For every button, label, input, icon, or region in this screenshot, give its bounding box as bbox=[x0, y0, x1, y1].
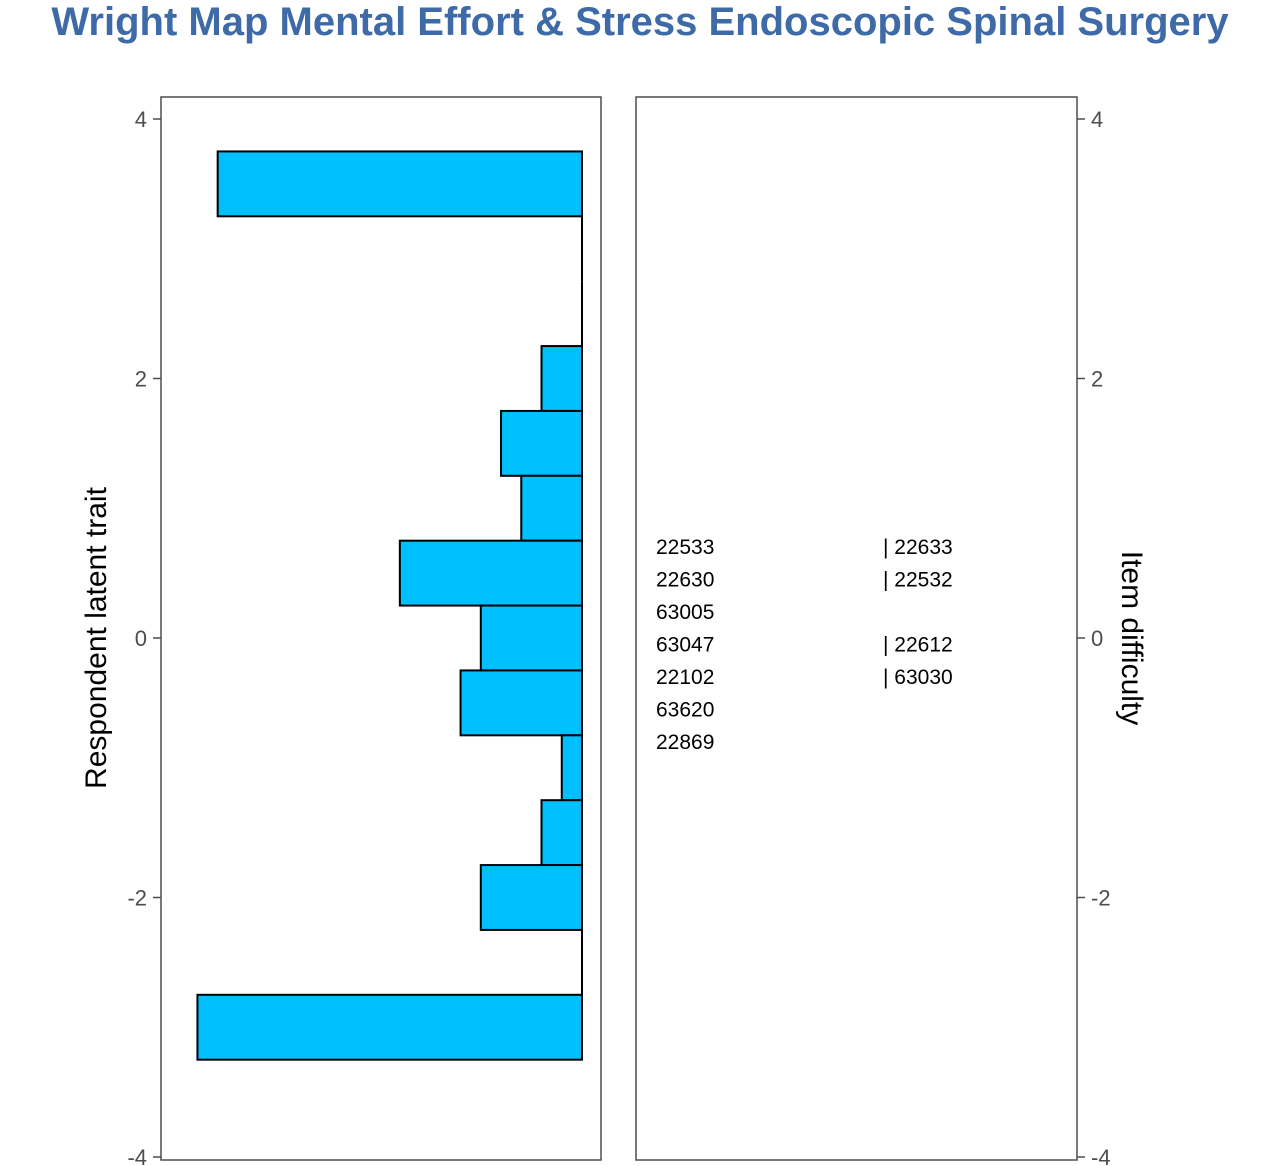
respondent-histogram-panel: -4 -2 0 2 4 Respondent latent trait bbox=[80, 96, 602, 1166]
histogram-bar bbox=[479, 604, 583, 672]
item-label: 63047 bbox=[656, 633, 714, 656]
y-axis-title-left: Respondent latent trait bbox=[80, 486, 113, 789]
y-tick-label: -2 bbox=[1091, 886, 1111, 911]
item-label: | 22612 bbox=[883, 633, 953, 656]
item-label: 22533 bbox=[656, 536, 714, 559]
y-tick-label: 4 bbox=[135, 107, 147, 132]
item-label: 22102 bbox=[656, 666, 714, 689]
item-label: 22630 bbox=[656, 569, 714, 592]
histogram-bar bbox=[196, 993, 584, 1061]
item-label: 63005 bbox=[656, 601, 714, 624]
histogram-bar bbox=[216, 150, 584, 218]
y-tick-label: 0 bbox=[1091, 626, 1103, 651]
y-tick-label: 0 bbox=[135, 626, 147, 651]
item-label: | 22633 bbox=[883, 536, 953, 559]
histogram-bar bbox=[520, 474, 584, 542]
item-difficulty-panel: 22533 22630 63005 63047 22102 63620 22869 | 226… bbox=[635, 96, 1148, 1166]
histogram-bar bbox=[500, 409, 583, 477]
histogram-bar bbox=[398, 539, 584, 607]
item-label: 22869 bbox=[656, 731, 714, 754]
chart-title: Wright Map Mental Effort & Stress Endosc… bbox=[51, 0, 1229, 44]
histogram-bar bbox=[540, 799, 583, 867]
y-tick-label: 2 bbox=[1091, 367, 1103, 392]
y-tick-label: -2 bbox=[127, 886, 147, 911]
item-label: | 22532 bbox=[883, 569, 953, 592]
y-tick-label: -4 bbox=[127, 1145, 147, 1166]
y-axis-title-right: Item difficulty bbox=[1115, 551, 1148, 726]
right-panel-border bbox=[635, 96, 1078, 1161]
y-tick-label: -4 bbox=[1091, 1145, 1111, 1166]
y-tick-label: 4 bbox=[1091, 107, 1103, 132]
y-tick-label: 2 bbox=[135, 367, 147, 392]
histogram-bar bbox=[560, 734, 584, 802]
histogram-bar bbox=[479, 864, 583, 931]
histogram-bar bbox=[459, 669, 583, 737]
histogram-bar bbox=[540, 345, 583, 412]
item-label: | 63030 bbox=[883, 666, 953, 689]
item-label: 63620 bbox=[656, 698, 714, 721]
